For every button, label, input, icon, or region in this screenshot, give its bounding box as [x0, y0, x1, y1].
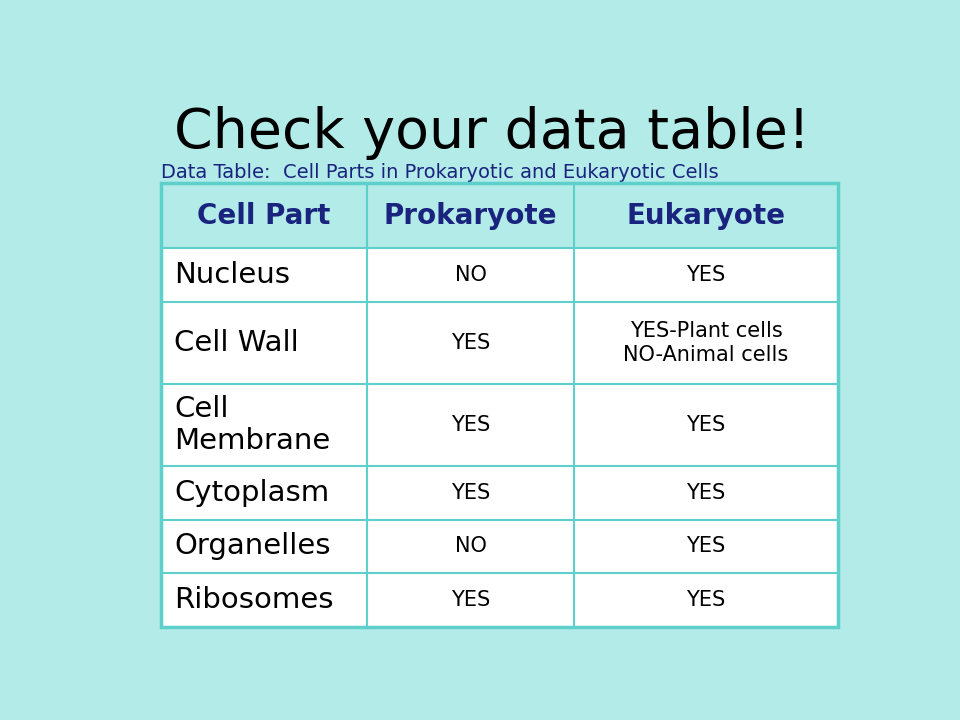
- Text: Cell Part: Cell Part: [198, 202, 331, 230]
- Text: Cell
Membrane: Cell Membrane: [175, 395, 330, 455]
- Bar: [161, 184, 838, 248]
- Text: YES: YES: [451, 333, 491, 353]
- Text: YES: YES: [686, 415, 726, 435]
- Text: YES: YES: [686, 482, 726, 503]
- Bar: [161, 184, 838, 627]
- Text: Nucleus: Nucleus: [175, 261, 290, 289]
- Text: YES: YES: [451, 415, 491, 435]
- Text: YES: YES: [686, 590, 726, 610]
- Text: Cell Wall: Cell Wall: [175, 329, 300, 357]
- Text: Eukaryote: Eukaryote: [627, 202, 785, 230]
- Text: NO: NO: [455, 536, 487, 557]
- Text: Data Table:  Cell Parts in Prokaryotic and Eukaryotic Cells: Data Table: Cell Parts in Prokaryotic an…: [161, 163, 718, 182]
- Text: YES: YES: [451, 590, 491, 610]
- Text: YES: YES: [451, 482, 491, 503]
- Text: Organelles: Organelles: [175, 532, 331, 560]
- Text: YES: YES: [686, 536, 726, 557]
- Text: YES-Plant cells
NO-Animal cells: YES-Plant cells NO-Animal cells: [623, 321, 788, 364]
- Text: NO: NO: [455, 265, 487, 285]
- Bar: [161, 184, 838, 627]
- Text: Check your data table!: Check your data table!: [174, 106, 810, 160]
- Text: YES: YES: [686, 265, 726, 285]
- Text: Ribosomes: Ribosomes: [175, 586, 334, 614]
- Text: Cytoplasm: Cytoplasm: [175, 479, 329, 507]
- Text: Prokaryote: Prokaryote: [384, 202, 558, 230]
